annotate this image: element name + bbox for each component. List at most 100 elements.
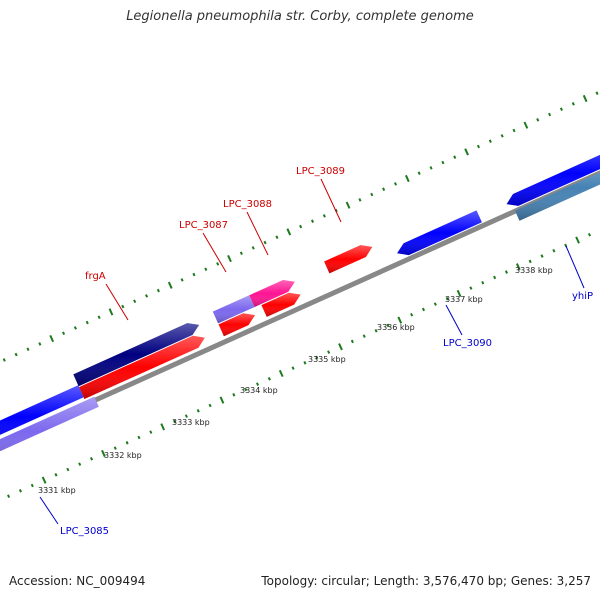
tick-inner — [90, 457, 94, 461]
tick-outer — [453, 155, 457, 159]
gene-LPC-3089-shade — [324, 245, 373, 274]
gene-LPC-3085-blue-shade — [0, 385, 84, 435]
tick-inner — [125, 441, 129, 445]
tick-outer — [370, 192, 374, 197]
tick-outer — [73, 326, 77, 330]
tick-outer — [108, 308, 114, 316]
tick-inner — [386, 323, 390, 328]
tick-outer — [26, 347, 30, 352]
tick-outer — [582, 94, 588, 103]
tick-inner — [244, 387, 248, 392]
tick-outer — [85, 320, 89, 325]
tick-inner — [173, 419, 177, 424]
topology-text: Topology: circular; Length: 3,576,470 bp… — [261, 574, 591, 588]
tick-outer — [571, 102, 575, 106]
tick-outer — [299, 224, 303, 229]
tick-outer — [227, 254, 232, 263]
tick-inner — [18, 489, 22, 493]
tick-inner — [587, 232, 591, 237]
tick-inner — [552, 248, 556, 253]
tick-outer — [192, 272, 196, 277]
tick-outer — [216, 262, 220, 266]
tick-inner — [101, 449, 106, 458]
tick-inner — [66, 467, 70, 472]
tick-outer — [180, 278, 184, 282]
tick-inner — [456, 289, 462, 298]
tick-inner — [469, 286, 473, 290]
tick-inner — [397, 316, 403, 324]
tick-inner — [196, 409, 200, 413]
tick-outer — [464, 148, 469, 156]
tick-inner — [41, 476, 47, 484]
tick-outer — [121, 304, 125, 309]
gene-LPC-3085-blue[interactable] — [0, 385, 84, 448]
tick-outer — [97, 315, 101, 320]
tick-outer — [133, 299, 137, 304]
gene-LPC-3090[interactable] — [397, 210, 482, 256]
tick-inner — [445, 296, 449, 301]
tick-outer — [263, 240, 267, 245]
scale-label: 3333 kbp — [172, 418, 210, 427]
gene-LPC-3085[interactable] — [0, 396, 99, 467]
gene-yhiP[interactable] — [515, 155, 600, 221]
gene-LPC-3085-shade — [0, 396, 99, 452]
tick-inner — [30, 483, 34, 488]
tick-inner — [481, 280, 485, 285]
tick-outer — [310, 219, 315, 223]
tick-outer — [500, 134, 504, 138]
tick-outer — [595, 91, 599, 95]
gene-label: LPC_3089 — [296, 166, 345, 177]
gene-LPC-3087[interactable] — [218, 313, 255, 337]
tick-inner — [219, 396, 225, 404]
tick-outer — [167, 281, 173, 289]
accession-text: Accession: NC_009494 — [9, 574, 146, 588]
tick-inner — [575, 236, 580, 244]
tick-inner — [410, 312, 414, 317]
gene-blue-right[interactable] — [506, 141, 600, 206]
tick-outer — [393, 182, 398, 186]
gene-frgA-dark[interactable] — [73, 323, 200, 387]
gene-frgA-dark-shade — [73, 323, 200, 387]
gene-LPC-3089[interactable] — [324, 245, 373, 274]
gene-LPC-3090-shade — [397, 210, 482, 256]
tick-inner — [184, 414, 188, 418]
gene-frgA-red-shade — [79, 335, 205, 399]
tick-outer — [404, 174, 410, 183]
scale-label: 3335 kbp — [308, 355, 346, 364]
tick-outer — [441, 160, 445, 165]
tick-inner — [433, 302, 437, 306]
tick-inner — [208, 403, 212, 408]
gene-LPC-3088-lower[interactable] — [261, 292, 301, 317]
tick-outer — [429, 166, 433, 170]
gene-LPC-3087-segment[interactable] — [212, 295, 255, 324]
gene-label: LPC_3090 — [443, 338, 492, 349]
tick-inner — [540, 254, 544, 258]
scale-label: 3334 kbp — [240, 386, 278, 395]
tick-inner — [278, 369, 284, 378]
gene-LPC-3088[interactable] — [249, 280, 295, 307]
leader-line — [105, 283, 129, 321]
tick-inner — [291, 366, 295, 370]
scale-ticks — [2, 91, 600, 498]
tick-outer — [559, 107, 563, 111]
tick-outer — [2, 358, 6, 362]
tick-outer — [358, 198, 362, 202]
gene-LPC-3087-shade — [218, 313, 255, 337]
gene-frgA-red[interactable] — [79, 335, 205, 399]
tick-inner — [113, 446, 117, 450]
gene-LPC-3087-segment-shade — [212, 295, 255, 324]
tick-outer — [548, 112, 552, 117]
gene-LPC-3088-shade — [249, 280, 295, 307]
tick-outer — [512, 128, 516, 133]
map-title: Legionella pneumophila str. Corby, compl… — [126, 9, 474, 24]
feature-labels: 3331 kbp 3332 kbp 3333 kbp 3334 kbp 3335 kbp… — [38, 166, 593, 537]
tick-inner — [338, 343, 343, 351]
tick-inner — [493, 275, 497, 280]
scale-label: 3337 kbp — [445, 295, 483, 304]
tick-inner — [362, 334, 366, 338]
tick-inner — [149, 430, 153, 434]
tick-outer — [275, 235, 279, 239]
gene-features[interactable] — [0, 141, 600, 467]
tick-outer — [145, 294, 149, 298]
